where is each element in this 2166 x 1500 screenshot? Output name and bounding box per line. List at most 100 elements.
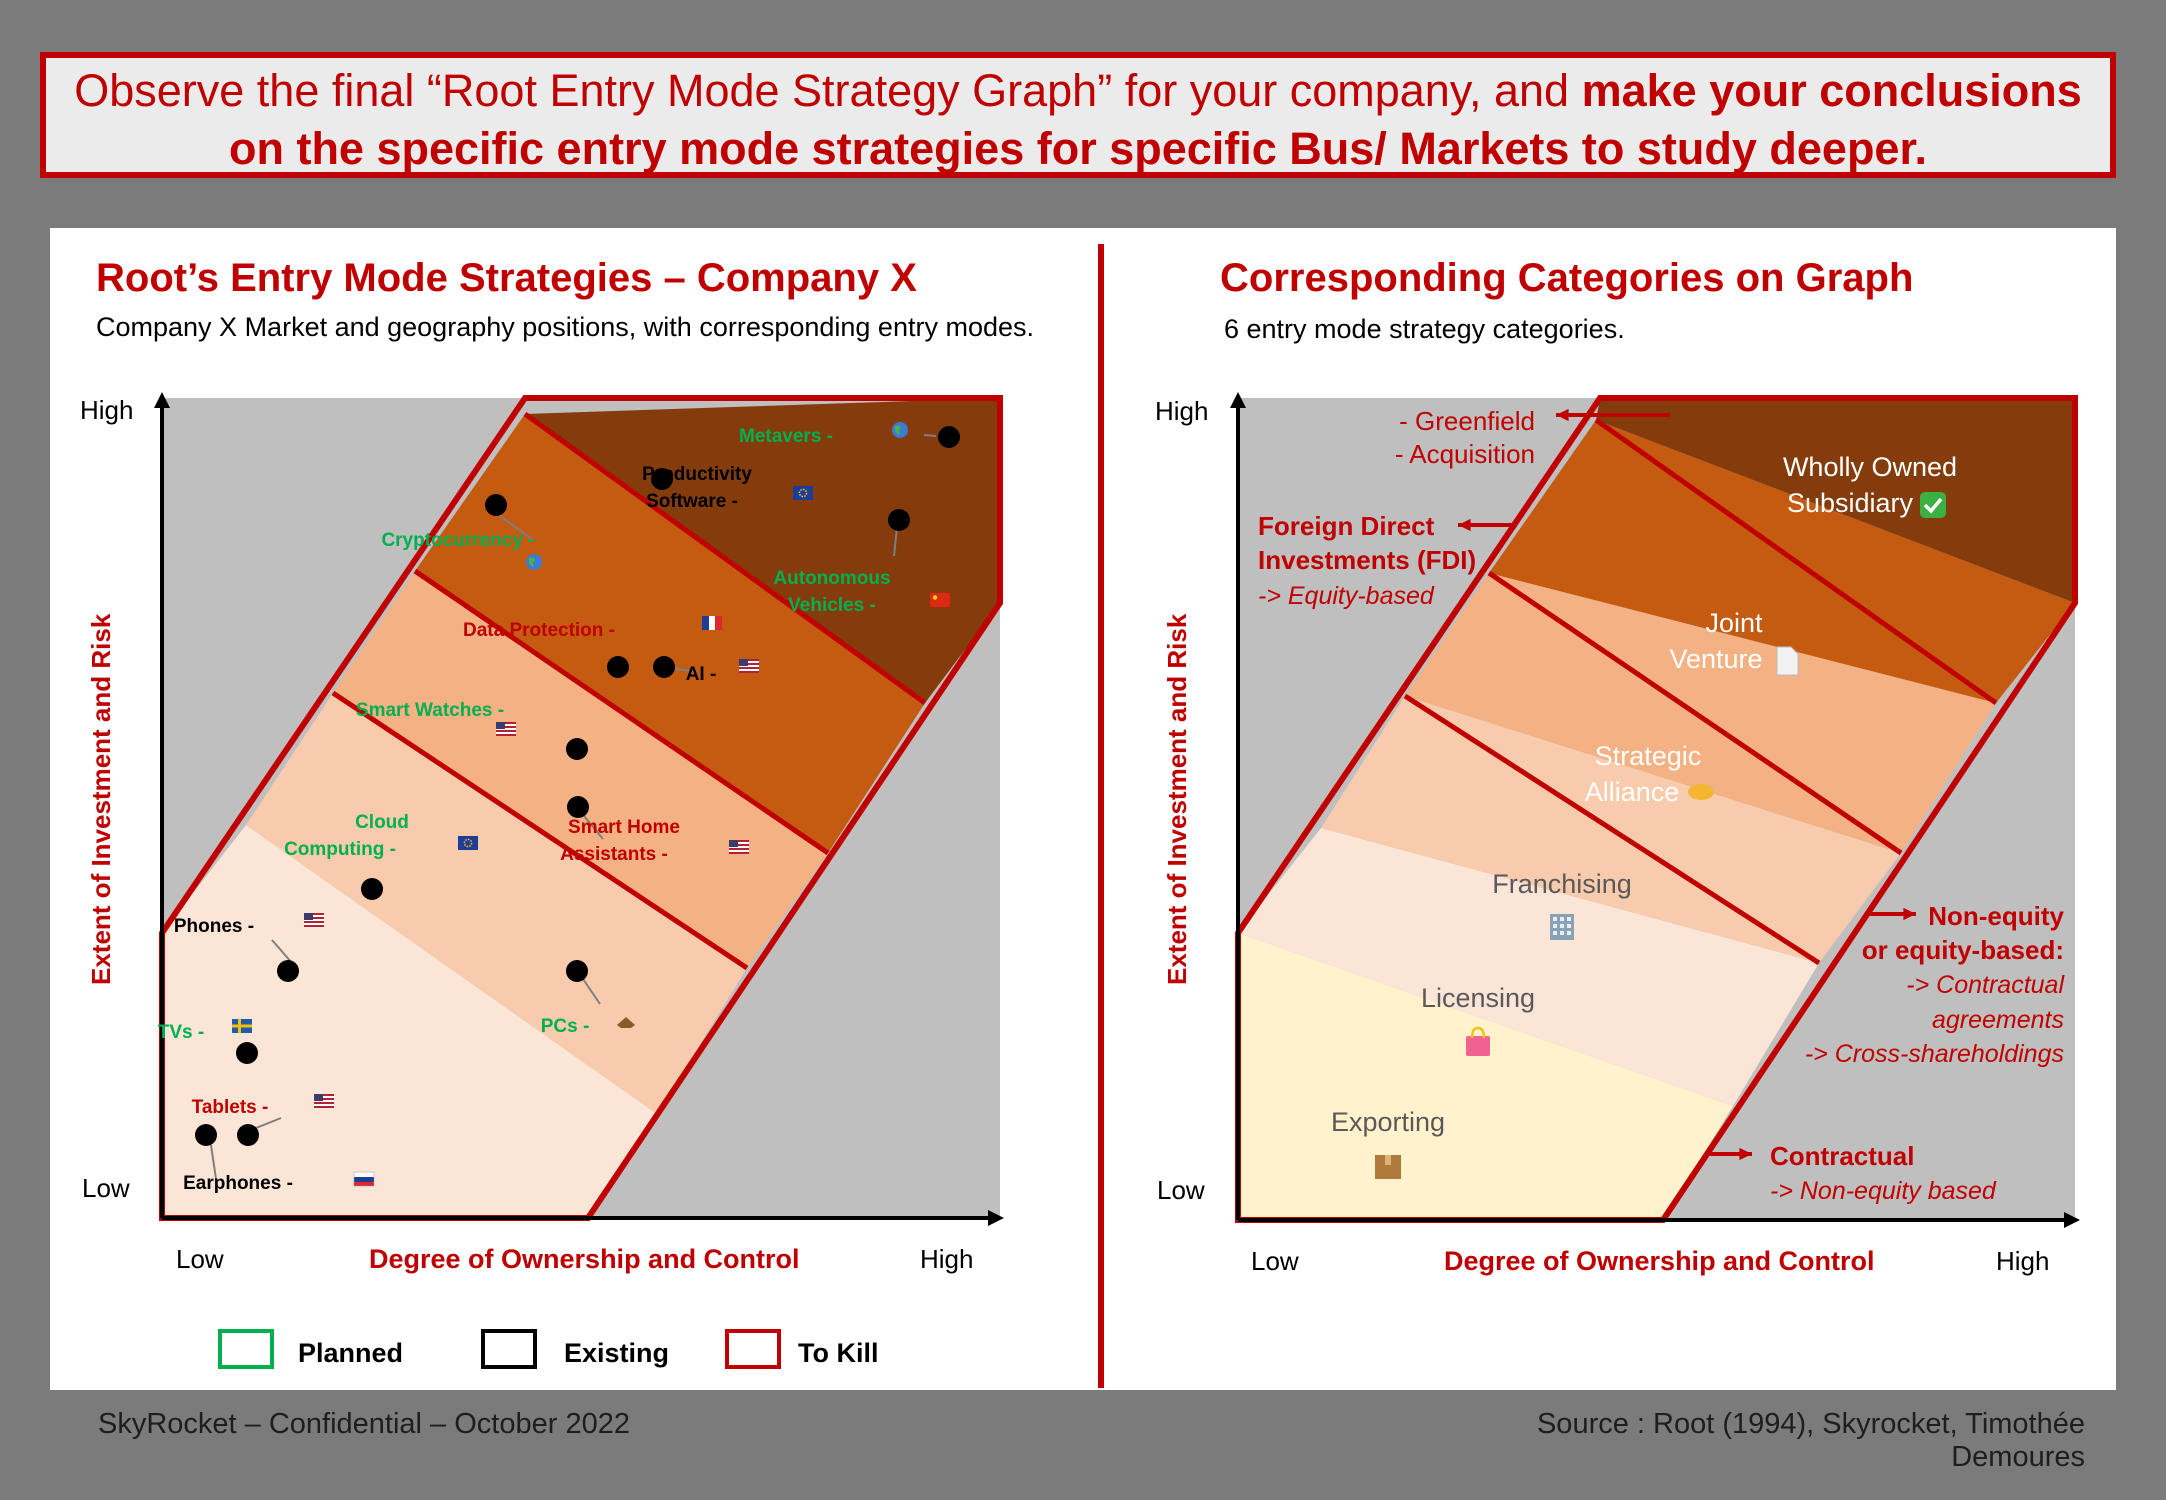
- fr-flag-icon-part: [709, 616, 715, 630]
- left-x-axis-arrow: [988, 1210, 1004, 1226]
- us-flag-icon-part: [314, 1098, 334, 1100]
- right-x-axis-arrow: [2064, 1212, 2080, 1228]
- ru-flag-icon-part: [354, 1182, 374, 1186]
- legend-planned-swatch: [218, 1329, 274, 1369]
- label-smart-watches--line-1: Smart Watches -: [356, 700, 504, 721]
- contractual-arrow-head: [1739, 1147, 1752, 1161]
- nonequity-arrow-head: [1903, 907, 1916, 921]
- leader-line-6: [671, 667, 697, 673]
- fr-flag-icon-part: [702, 616, 709, 630]
- right-band-boundary-2: [1487, 570, 1903, 856]
- position-dot-14: [195, 1124, 217, 1146]
- right-band-2: [1238, 828, 1819, 1106]
- us-flag-icon-part: [729, 844, 749, 846]
- left-band-boundary-3: [523, 411, 927, 706]
- left-band-5: [415, 414, 925, 853]
- leader-line-4: [893, 526, 898, 557]
- label-autonomous-line-2: Vehicles -: [788, 595, 876, 616]
- label-metavers--line-1: Metavers -: [739, 426, 833, 447]
- document-icon-page: [1776, 646, 1799, 676]
- africa-flag-icon-roof: [617, 1017, 635, 1028]
- office-icon-window: [1560, 924, 1564, 928]
- position-dot-7: [566, 738, 588, 760]
- us-flag-icon-part: [496, 734, 516, 736]
- us-flag-icon-part: [304, 921, 324, 923]
- banner-text-bold: make your conclusions on the specific en…: [228, 65, 2082, 174]
- us-flag-icon: [304, 913, 324, 927]
- office-icon-window: [1567, 931, 1571, 935]
- check-icon-mark: [1923, 497, 1943, 514]
- shopping-bag-icon-handle: [1470, 1026, 1486, 1039]
- office-icon-window: [1567, 924, 1571, 928]
- ru-flag-icon: [353, 1171, 375, 1187]
- annotation-fdi-line-2: Investments (FDI): [1258, 545, 1476, 575]
- label-cryptocurrency--line-1: Cryptocurrency -: [381, 530, 534, 551]
- us-flag-icon: [496, 722, 516, 736]
- position-dot-3: [485, 494, 507, 516]
- us-flag-icon-part: [496, 722, 516, 724]
- us-flag-icon-part: [496, 722, 505, 729]
- position-dot-2: [651, 468, 673, 490]
- fdi-arrow-head: [1458, 518, 1471, 532]
- eu-flag-icon-stars: [463, 838, 473, 848]
- panel-divider: [1098, 244, 1104, 1388]
- left-band-boundary-2: [413, 568, 830, 856]
- leader-line-1: [923, 434, 937, 437]
- left-x-axis-title: Degree of Ownership and Control: [369, 1244, 800, 1274]
- us-flag-icon: [739, 659, 759, 673]
- eu-flag-icon: [458, 836, 478, 850]
- annotation-contractual-agreements-line-1: -> Contractual: [1906, 971, 2065, 999]
- right-categories-chart: High Low Extent of Investment and Risk Low H…: [1155, 392, 2080, 1276]
- right-y-high-label: High: [1155, 396, 1208, 426]
- position-dot-8: [567, 796, 589, 818]
- category-wholly-owned-subsidiary-line-1: Wholly Owned: [1783, 452, 1957, 482]
- category-joint-venture-line-1: Joint: [1705, 608, 1763, 638]
- position-dot-6: [653, 656, 675, 678]
- footer-source: Source : Root (1994), Skyrocket, Timothé…: [1536, 1408, 2085, 1473]
- category-exporting-line-1: Exporting: [1331, 1107, 1445, 1137]
- us-flag-icon-part: [739, 663, 759, 665]
- us-flag-icon-part: [739, 671, 759, 673]
- position-dot-9: [361, 878, 383, 900]
- right-x-axis-title: Degree of Ownership and Control: [1444, 1246, 1875, 1276]
- globe-icon-sea: [892, 422, 908, 438]
- leader-line-11: [582, 978, 601, 1005]
- document-icon: [1776, 646, 1799, 676]
- label-smart-home-line-2: Assistants -: [560, 844, 668, 865]
- position-dot-4: [888, 509, 910, 531]
- right-panel-title: Corresponding Categories on Graph: [1220, 256, 1914, 300]
- se-flag-icon-part: [232, 1024, 252, 1028]
- eu-flag-icon-part: [458, 836, 478, 850]
- us-flag-icon-part: [729, 840, 738, 847]
- label-phones--line-1: Phones -: [174, 916, 254, 937]
- left-band-6: [525, 398, 1000, 703]
- position-dot-5: [607, 656, 629, 678]
- annotation-greenfield: - Greenfield: [1399, 406, 1535, 436]
- left-x-high-label: High: [920, 1244, 973, 1274]
- annotation-nonequity-line-2: or equity-based:: [1862, 935, 2064, 965]
- label-earphones--line-1: Earphones -: [183, 1173, 293, 1194]
- label-tablets--line-1: Tablets -: [192, 1097, 269, 1118]
- category-strategic-alliance-line-1: Strategic: [1595, 741, 1702, 771]
- label-data-protection--line-1: Data Protection -: [463, 620, 615, 641]
- us-flag-icon: [729, 840, 749, 854]
- legend-planned-label: Planned: [298, 1338, 403, 1368]
- category-strategic-alliance-line-2: Alliance: [1585, 777, 1680, 807]
- us-flag-icon-part: [739, 659, 759, 661]
- legend-existing-swatch: [481, 1329, 537, 1369]
- legend-to_kill-swatch: [725, 1329, 781, 1369]
- package-icon: [1375, 1155, 1401, 1179]
- right-y-axis-arrow: [1230, 392, 1246, 408]
- position-dot-1: [938, 426, 960, 448]
- us-flag-icon-part: [729, 852, 749, 854]
- leader-line-8: [583, 815, 604, 840]
- left-band-3: [246, 693, 747, 1114]
- label-productivity-line-1: Productivity: [642, 464, 752, 485]
- us-flag-icon: [314, 1094, 334, 1108]
- category-wholly-owned-subsidiary-line-2: Subsidiary: [1787, 488, 1914, 518]
- package-icon-tape: [1385, 1155, 1391, 1165]
- us-flag-icon-part: [304, 925, 324, 927]
- us-flag-icon-part: [739, 667, 759, 669]
- office-icon-window: [1553, 917, 1557, 921]
